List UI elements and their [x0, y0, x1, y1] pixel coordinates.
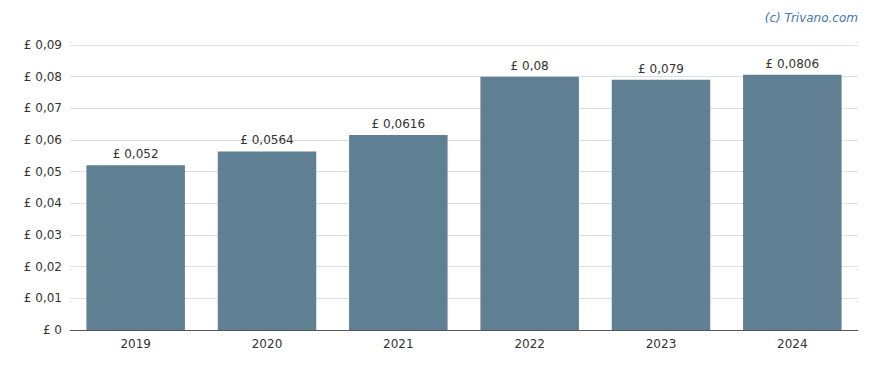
svg-text:£ 0,08: £ 0,08 [511, 59, 549, 73]
svg-text:£ 0,05: £ 0,05 [24, 165, 62, 179]
svg-text:£ 0,07: £ 0,07 [24, 101, 62, 115]
svg-text:£ 0,0806: £ 0,0806 [766, 57, 819, 71]
svg-text:2021: 2021 [383, 337, 414, 351]
svg-text:£ 0,0616: £ 0,0616 [372, 117, 425, 131]
svg-text:£ 0,08: £ 0,08 [24, 70, 62, 84]
svg-text:£ 0,09: £ 0,09 [24, 38, 62, 52]
svg-text:£ 0,0564: £ 0,0564 [240, 133, 293, 147]
svg-text:(c) Trivano.com: (c) Trivano.com [765, 11, 858, 25]
svg-text:£ 0,02: £ 0,02 [24, 260, 62, 274]
svg-text:2020: 2020 [252, 337, 283, 351]
svg-text:£ 0,04: £ 0,04 [24, 196, 62, 210]
svg-text:£ 0: £ 0 [43, 323, 62, 337]
svg-text:2024: 2024 [777, 337, 808, 351]
svg-text:£ 0,01: £ 0,01 [24, 291, 62, 305]
svg-text:2023: 2023 [646, 337, 677, 351]
svg-text:£ 0,052: £ 0,052 [113, 147, 159, 161]
svg-text:£ 0,03: £ 0,03 [24, 228, 62, 242]
svg-text:2019: 2019 [120, 337, 151, 351]
svg-text:2022: 2022 [514, 337, 545, 351]
svg-text:£ 0,079: £ 0,079 [638, 62, 684, 76]
svg-text:£ 0,06: £ 0,06 [24, 133, 62, 147]
